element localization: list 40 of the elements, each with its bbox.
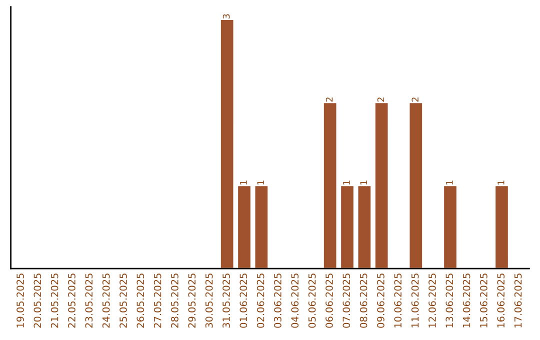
x-tick-label: 07.06.2025 <box>342 274 350 328</box>
x-tick-label: 20.05.2025 <box>34 274 42 328</box>
x-tick-label: 16.06.2025 <box>497 274 505 328</box>
data-label: 1 <box>360 180 367 184</box>
x-tick-label: 19.05.2025 <box>16 274 24 328</box>
x-tick-label: 25.05.2025 <box>120 274 127 328</box>
x-tick-label: 26.05.2025 <box>136 274 144 328</box>
data-label: 2 <box>412 98 418 102</box>
data-label: 1 <box>257 180 264 184</box>
data-label: 2 <box>326 98 333 102</box>
x-tick-label: 15.06.2025 <box>480 274 488 328</box>
data-label: 1 <box>498 180 504 184</box>
x-tick-label: 13.06.2025 <box>446 274 454 328</box>
x-tick-label: 12.06.2025 <box>428 274 436 328</box>
x-tick-label: 04.06.2025 <box>291 274 299 328</box>
x-tick-label: 28.05.2025 <box>171 274 178 328</box>
x-tick-label: 17.06.2025 <box>514 274 522 328</box>
data-label: 3 <box>222 14 230 19</box>
x-tick-label: 24.05.2025 <box>102 274 110 328</box>
x-tick-label: 08.06.2025 <box>360 274 368 328</box>
x-tick-label: 31.05.2025 <box>222 274 230 328</box>
x-tick-label: 30.05.2025 <box>205 274 213 328</box>
x-tick-label: 21.05.2025 <box>50 274 58 328</box>
x-tick-label: 29.05.2025 <box>188 274 196 328</box>
x-tick-label: 09.06.2025 <box>377 274 384 328</box>
x-tick-label: 03.06.2025 <box>274 274 282 328</box>
x-tick-label: 10.06.2025 <box>394 274 402 328</box>
x-tick-label: 23.05.2025 <box>85 274 93 328</box>
data-label: 1 <box>446 180 453 184</box>
x-tick-label: 06.06.2025 <box>326 274 333 328</box>
x-tick-label: 22.05.2025 <box>68 274 76 328</box>
x-tick-label: 27.05.2025 <box>154 274 162 328</box>
x-tick-label: 14.06.2025 <box>462 274 470 328</box>
x-tick-label: 01.06.2025 <box>240 274 248 328</box>
data-label: 1 <box>343 180 350 184</box>
x-tick-label: 11.06.2025 <box>411 274 419 328</box>
x-tick-label: 05.06.2025 <box>308 274 316 328</box>
x-tick-label: 02.06.2025 <box>256 274 264 328</box>
data-label: 1 <box>240 180 247 184</box>
data-label: 2 <box>377 98 384 102</box>
